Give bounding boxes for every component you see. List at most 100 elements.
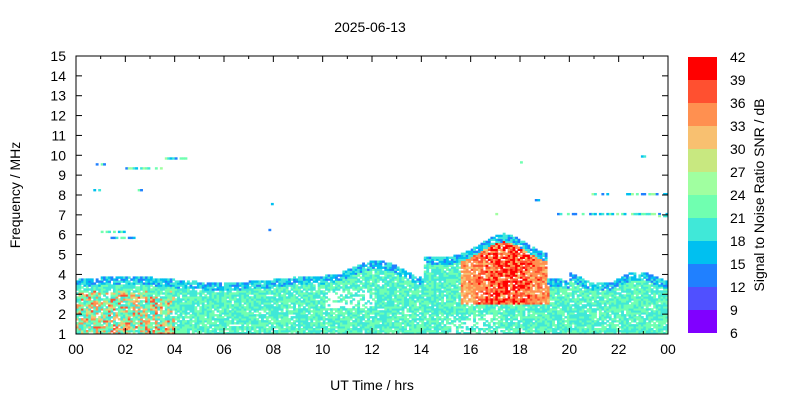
heatmap-cell (196, 282, 200, 285)
heatmap-cell (367, 262, 370, 265)
heatmap-cell (93, 304, 97, 307)
heatmap-cell (214, 324, 217, 327)
heatmap-cell (256, 324, 259, 327)
heatmap-cell (418, 328, 422, 331)
heatmap-cell (78, 306, 82, 309)
heatmap-cell (416, 278, 420, 281)
heatmap-cell (275, 300, 279, 303)
heatmap-cell (344, 302, 348, 305)
heatmap-cell (384, 276, 388, 279)
heatmap-cell (369, 268, 373, 271)
heatmap-cell (386, 282, 390, 285)
heatmap-cell (411, 296, 415, 299)
heatmap-cell (214, 304, 217, 307)
heatmap-cell (159, 302, 163, 305)
heatmap-cell (120, 292, 124, 295)
heatmap-cell (517, 282, 521, 285)
heatmap-cell (122, 278, 126, 281)
heatmap-cell (327, 324, 331, 327)
heatmap-cell (120, 298, 124, 301)
heatmap-cell (354, 328, 358, 331)
heatmap-cell (517, 302, 521, 305)
heatmap-cell (256, 332, 259, 335)
heatmap-cell (307, 302, 311, 305)
heatmap-cell (108, 328, 111, 331)
heatmap-cell (396, 302, 400, 305)
heatmap-cell (108, 288, 111, 291)
heatmap-cell (238, 326, 242, 329)
heatmap-cell (500, 274, 504, 277)
heatmap-cell (502, 274, 506, 277)
heatmap-cell (512, 244, 516, 247)
heatmap-cell (115, 292, 119, 295)
heatmap-cell (376, 284, 380, 287)
heatmap-cell (374, 272, 378, 275)
heatmap-cell (117, 280, 121, 283)
heatmap-cell (224, 296, 227, 299)
heatmap-cell (196, 328, 200, 331)
heatmap-cell (465, 294, 469, 297)
heatmap-cell (485, 272, 489, 275)
heatmap-cell (381, 314, 385, 317)
heatmap-cell (478, 252, 481, 255)
heatmap-cell (228, 316, 232, 319)
heatmap-cell (258, 314, 262, 317)
heatmap-cell (256, 330, 259, 333)
heatmap-cell (154, 332, 158, 335)
heatmap-cell (406, 314, 410, 317)
heatmap-cell (406, 332, 410, 335)
heatmap-cell (179, 330, 183, 333)
heatmap-cell (460, 260, 464, 263)
heatmap-cell (505, 322, 509, 325)
heatmap-cell (369, 284, 373, 287)
heatmap-cell (436, 286, 439, 289)
heatmap-cell (275, 320, 279, 323)
heatmap-cell (327, 298, 331, 301)
heatmap-cell (117, 276, 121, 279)
heatmap-cell (443, 290, 447, 293)
heatmap-cell (446, 288, 449, 291)
heatmap-cell (436, 308, 439, 311)
heatmap-cell (216, 308, 220, 311)
heatmap-cell (426, 260, 430, 263)
heatmap-cell (330, 280, 333, 283)
heatmap-cell (201, 302, 205, 305)
heatmap-cell (258, 292, 262, 295)
heatmap-cell (487, 242, 491, 246)
heatmap-cell (189, 310, 193, 313)
heatmap-cell (204, 332, 208, 335)
heatmap-cell (342, 330, 346, 333)
heatmap-cell (184, 290, 188, 293)
heatmap-cell (105, 310, 109, 313)
heatmap-cell (416, 322, 420, 325)
heatmap-cell (411, 286, 415, 289)
heatmap-cell (312, 314, 316, 317)
heatmap-cell (401, 278, 405, 281)
heatmap-cell (330, 278, 333, 281)
heatmap-cell (159, 328, 163, 331)
heatmap-cell (275, 294, 279, 297)
heatmap-cell (305, 324, 309, 327)
heatmap-cell (243, 296, 247, 299)
heatmap-cell (362, 322, 365, 325)
heatmap-cell (233, 310, 237, 313)
heatmap-cell (226, 296, 230, 299)
heatmap-cell (228, 298, 232, 301)
heatmap-cell (431, 316, 435, 319)
heatmap-cell (211, 296, 215, 299)
heatmap-cell (157, 328, 161, 331)
heatmap-cell (384, 324, 388, 327)
heatmap-cell (248, 300, 252, 303)
heatmap-cell (354, 278, 358, 281)
heatmap-cell (159, 278, 163, 281)
heatmap-cell (241, 324, 245, 327)
heatmap-cell (483, 262, 486, 265)
heatmap-cell (194, 296, 198, 299)
heatmap-cell (310, 306, 314, 309)
heatmap-cell (90, 328, 94, 331)
heatmap-cell (502, 238, 506, 242)
heatmap-cell (317, 312, 321, 315)
heatmap-cell (391, 282, 395, 285)
heatmap-cell (389, 266, 393, 269)
heatmap-cell (465, 326, 469, 329)
